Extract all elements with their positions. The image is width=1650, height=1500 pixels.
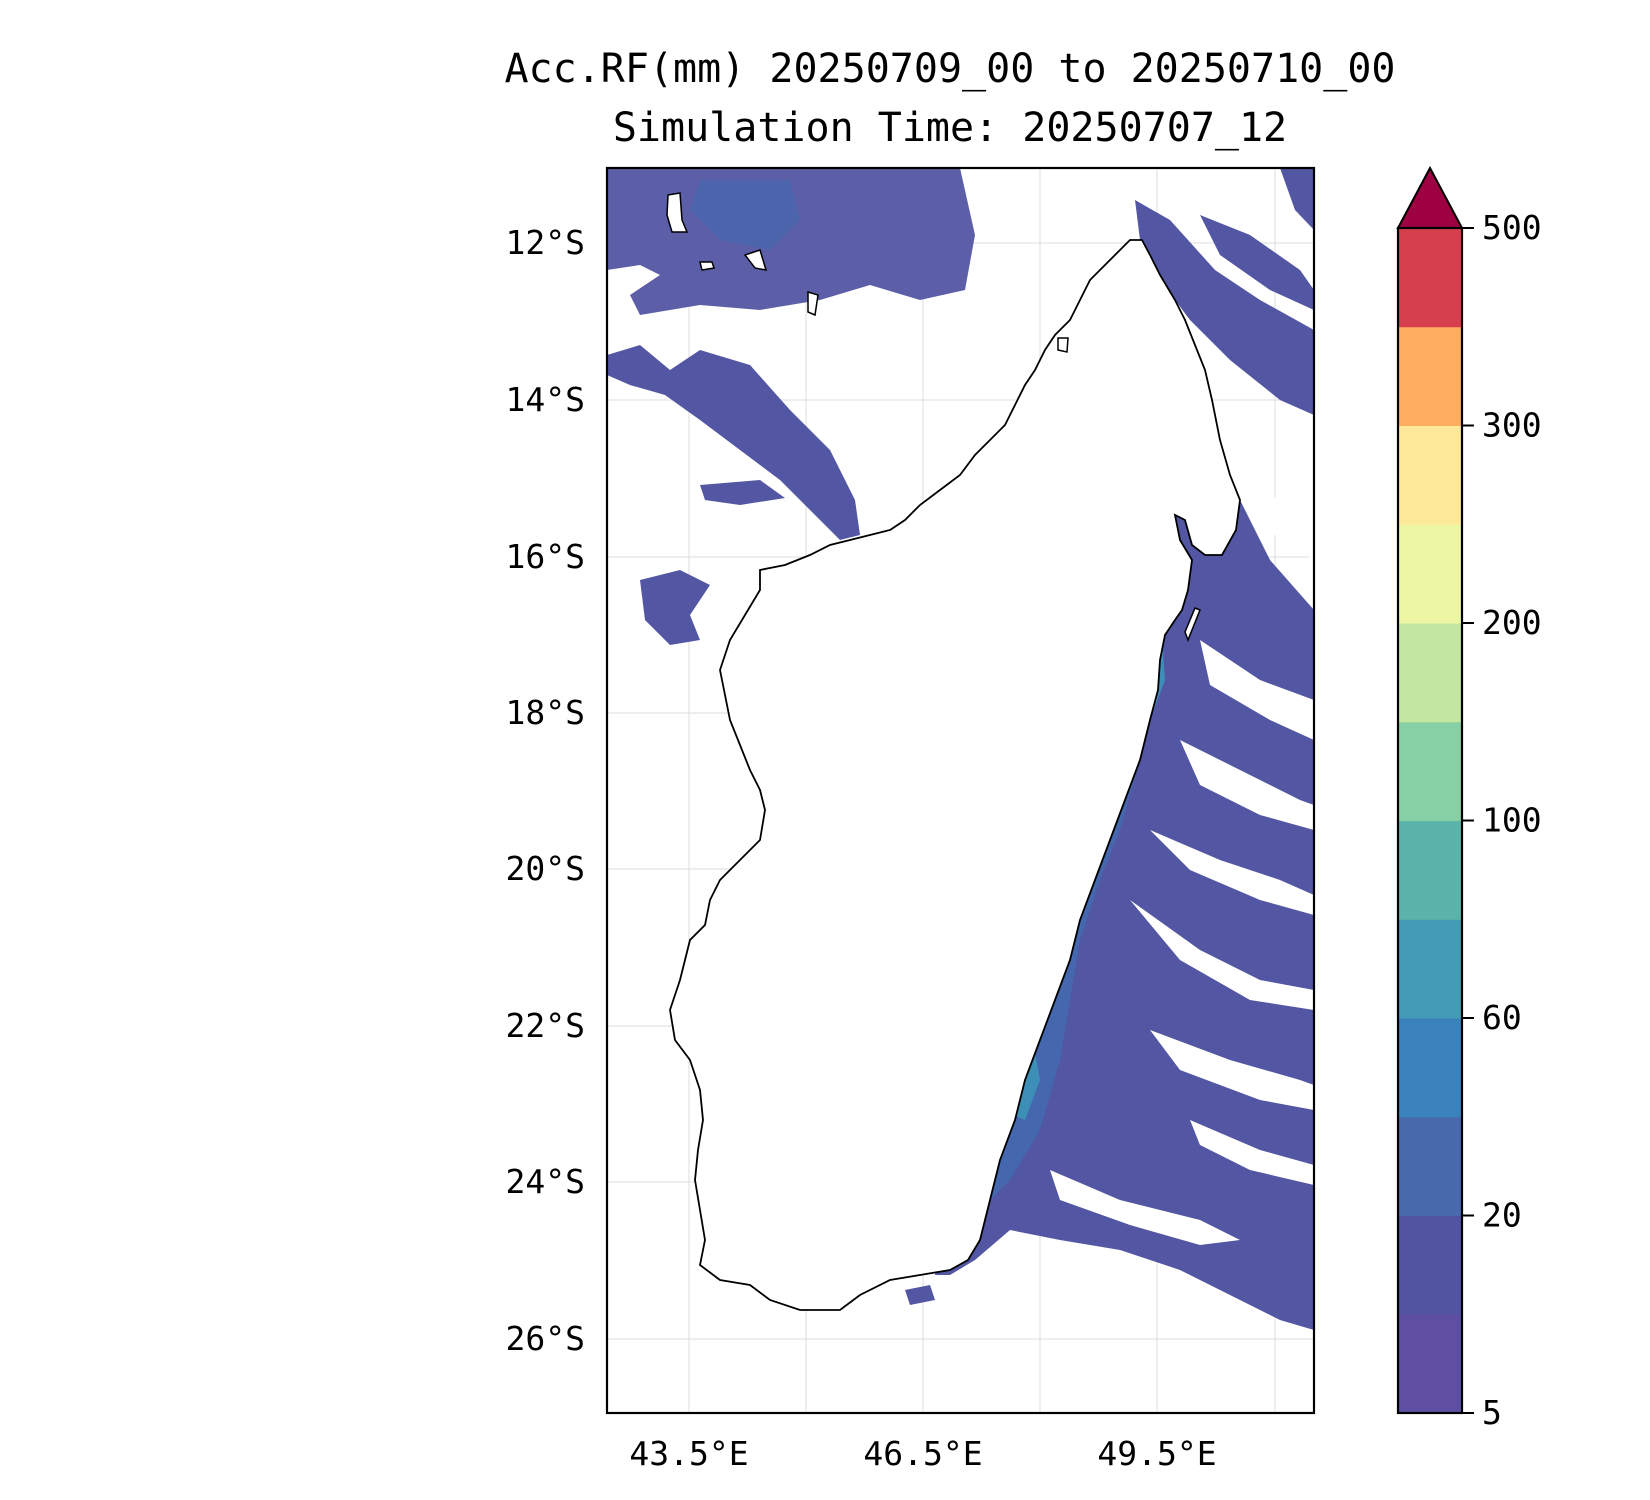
colorbar-block: [1398, 1314, 1462, 1414]
comoros-island-2: [699, 261, 715, 271]
figure-title-line1: Acc.RF(mm) 20250709_00 to 20250710_00: [504, 46, 1395, 92]
lat-label-14s: 14°S: [506, 380, 585, 419]
comoros-island-3: [743, 249, 768, 271]
comoros-island-1: [666, 192, 689, 233]
figure-title-line2: Simulation Time: 20250707_12: [613, 105, 1287, 151]
nosy-be-island: [1057, 337, 1069, 353]
colorbar-block: [1398, 1116, 1462, 1216]
colorbar-block: [1398, 919, 1462, 1019]
map-frame: [605, 166, 1316, 1415]
rain-region-channel-band: [607, 345, 860, 540]
colorbar-tick-label: 300: [1482, 406, 1542, 445]
lat-label-16s: 16°S: [506, 537, 585, 576]
colorbar-tick-label: 500: [1482, 208, 1542, 247]
colorbar-block: [1398, 820, 1462, 920]
lat-label-24s: 24°S: [506, 1162, 585, 1201]
colorbar-tick-label: 20: [1482, 1196, 1522, 1235]
colorbar-ticks: 5 20 60 100 200 300 500: [1462, 208, 1542, 1432]
rain-gaps: [1050, 480, 1314, 1245]
colorbar-tick-label: 60: [1482, 998, 1522, 1037]
colorbar-color-blocks: [1398, 228, 1462, 1414]
colorbar-extend-arrow: [1396, 165, 1464, 229]
colorbar-block: [1398, 721, 1462, 821]
colorbar-tick-label: 200: [1482, 603, 1542, 642]
rain-region-northeast: [1135, 200, 1314, 415]
madagascar-coastline: [669, 239, 1241, 1311]
lon-label-49-5e: 49.5°E: [1097, 1434, 1216, 1473]
lat-label-20s: 20°S: [506, 849, 585, 888]
lat-label-18s: 18°S: [506, 693, 585, 732]
lat-label-12s: 12°S: [506, 223, 585, 262]
lat-label-26s: 26°S: [506, 1319, 585, 1358]
sainte-marie-island: [1184, 607, 1201, 643]
colorbar-block: [1398, 326, 1462, 426]
latitude-labels: 12°S 14°S 16°S 18°S 20°S 22°S 24°S 26°S: [506, 223, 585, 1358]
longitude-labels: 43.5°E 46.5°E 49.5°E: [629, 1434, 1216, 1473]
lon-label-46-5e: 46.5°E: [863, 1434, 982, 1473]
colorbar-block: [1398, 228, 1462, 328]
colorbar: 5 20 60 100 200 300 500: [1396, 165, 1542, 1432]
lon-label-43-5e: 43.5°E: [629, 1434, 748, 1473]
map-panel: [605, 166, 1316, 1415]
colorbar-block: [1398, 524, 1462, 624]
colorbar-block: [1398, 425, 1462, 525]
mayotte-island: [807, 290, 819, 317]
colorbar-block: [1398, 623, 1462, 723]
colorbar-block: [1398, 1215, 1462, 1315]
colorbar-tick-label: 100: [1482, 801, 1542, 840]
colorbar-block: [1398, 1018, 1462, 1118]
colorbar-tick-label: 5: [1482, 1393, 1502, 1432]
lat-label-22s: 22°S: [506, 1006, 585, 1045]
